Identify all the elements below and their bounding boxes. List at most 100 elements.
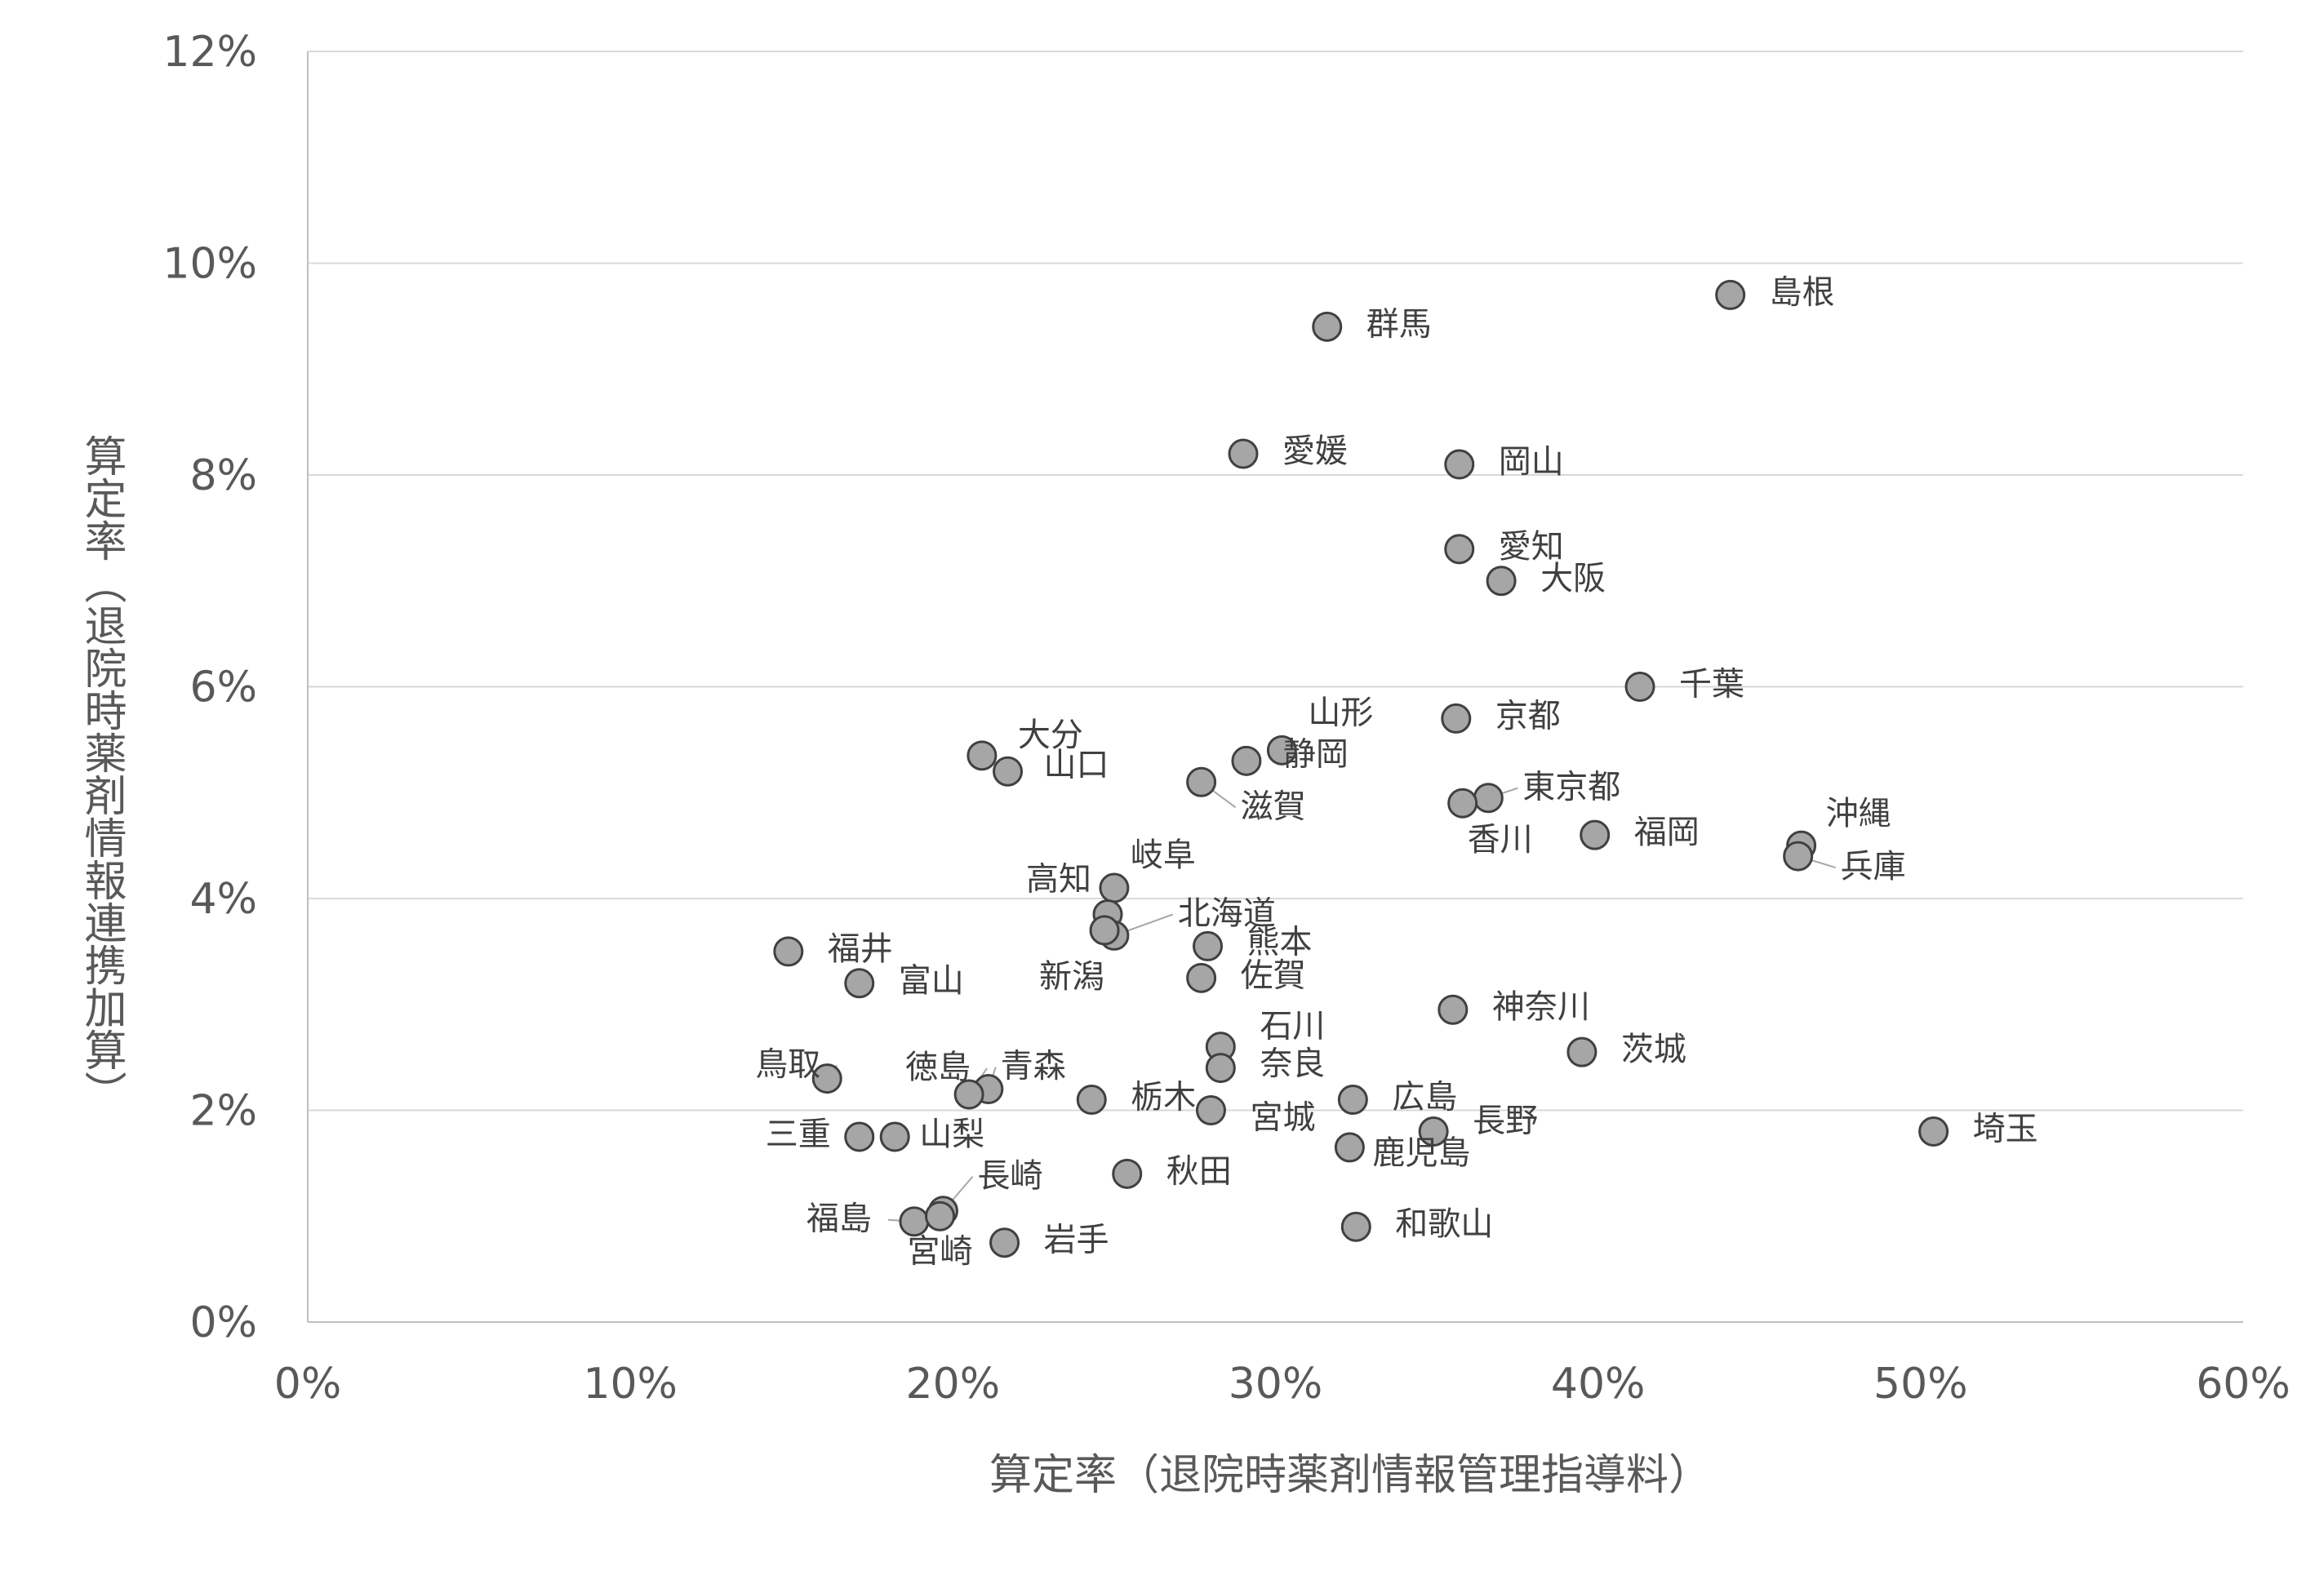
point-label: 茨城 [1621, 1031, 1686, 1068]
x-tick-labels: 0% 10% 20% 30% 40% 50% 60% [274, 1360, 2291, 1409]
scatter-point [1193, 930, 1224, 961]
point-label: 沖縄 [1826, 795, 1891, 832]
point-label: 山梨 [919, 1116, 984, 1153]
point-label: 宮崎 [908, 1232, 973, 1270]
point-label: 埼玉 [1973, 1110, 2038, 1147]
point-label: 富山 [899, 962, 964, 1000]
y-axis-title: 算定率（退院時薬剤情報連携加算） [77, 434, 126, 1113]
scatter-point [925, 1200, 956, 1232]
scatter-point [1444, 449, 1475, 480]
y-tick-label: 4% [190, 875, 258, 924]
scatter-point [1186, 766, 1217, 797]
point-label: 兵庫 [1841, 848, 1906, 885]
scatter-point [1195, 1095, 1226, 1125]
point-label: 奈良 [1260, 1045, 1325, 1083]
scatter-point [1076, 1085, 1107, 1116]
y-tick-label: 2% [190, 1087, 258, 1136]
point-label: 山形 [1308, 694, 1373, 731]
point-label: 岡山 [1499, 443, 1564, 481]
point-label: 石川 [1260, 1008, 1325, 1045]
point-label: 鳥取 [755, 1046, 820, 1084]
point-label: 秋田 [1166, 1152, 1232, 1190]
scatter-point [1447, 788, 1478, 819]
point-label: 神奈川 [1492, 988, 1590, 1026]
scatter-point [1418, 1116, 1449, 1147]
scatter-point [1228, 438, 1259, 469]
point-label: 栃木 [1131, 1079, 1196, 1116]
scatter-point [879, 1121, 910, 1152]
x-tick-label: 0% [274, 1360, 342, 1409]
point-label: 東京都 [1522, 769, 1620, 806]
scatter-point [1112, 1158, 1143, 1189]
scatter-point [1231, 745, 1262, 776]
x-tick-label: 40% [1551, 1360, 1646, 1409]
scatter-point [1334, 1132, 1365, 1163]
point-label: 千葉 [1679, 666, 1744, 703]
x-tick-label: 50% [1873, 1360, 1968, 1409]
x-tick-label: 30% [1229, 1360, 1323, 1409]
y-tick-label: 8% [190, 451, 258, 500]
point-label: 福島 [807, 1200, 872, 1238]
x-tick-label: 10% [583, 1360, 678, 1409]
scatter-point [773, 936, 804, 967]
scatter-point [1444, 534, 1475, 565]
scatter-point [899, 1206, 930, 1237]
y-tick-label: 10% [162, 240, 257, 289]
point-label: 群馬 [1366, 305, 1432, 343]
scatter-point [811, 1063, 842, 1094]
point-label: 広島 [1392, 1079, 1457, 1116]
point-label: 岐阜 [1131, 837, 1196, 874]
scatter-point [1205, 1053, 1236, 1084]
scatter-point [966, 740, 998, 771]
point-label: 北海道 [1178, 894, 1276, 932]
point-label: 青森 [1001, 1048, 1066, 1085]
point-label: 三重 [766, 1116, 831, 1153]
scatter-point [1441, 703, 1472, 734]
scatter-point [1580, 819, 1611, 850]
y-tick-label: 6% [190, 663, 258, 712]
scatter-point [844, 1121, 875, 1152]
data-points [773, 279, 1949, 1258]
point-label: 岩手 [1044, 1222, 1109, 1259]
point-label: 福井 [828, 930, 893, 968]
point-label: 新潟 [1039, 958, 1104, 996]
point-label: 香川 [1468, 821, 1533, 859]
scatter-point [1099, 872, 1130, 903]
point-label: 徳島 [905, 1049, 971, 1086]
point-label: 宮城 [1250, 1099, 1315, 1137]
scatter-point [953, 1079, 984, 1110]
scatter-point [1918, 1116, 1949, 1147]
point-label: 大分 [1018, 717, 1083, 754]
point-label: 愛媛 [1282, 433, 1348, 470]
scatter-point [1566, 1036, 1597, 1067]
axes [307, 51, 2243, 1323]
point-label: 佐賀 [1241, 956, 1306, 994]
point-label: 福岡 [1634, 814, 1700, 851]
point-label: 和歌山 [1395, 1205, 1493, 1243]
scatter-point [1186, 962, 1217, 993]
scatter-point [989, 1227, 1020, 1258]
point-label: 高知 [1026, 860, 1091, 898]
point-label: 長崎 [977, 1157, 1042, 1195]
point-label: 愛知 [1499, 528, 1564, 566]
scatter-point [844, 968, 875, 999]
scatter-point [1624, 672, 1655, 702]
scatter-point [1715, 279, 1746, 310]
point-label: 長野 [1473, 1102, 1538, 1139]
point-label: 島根 [1770, 273, 1835, 311]
point-label: 鹿児島 [1372, 1134, 1470, 1172]
scatter-point [1089, 915, 1120, 946]
point-label: 静岡 [1283, 735, 1349, 773]
point-label: 大阪 [1540, 560, 1606, 597]
point-label: 滋賀 [1241, 788, 1306, 825]
x-tick-label: 20% [906, 1360, 1001, 1409]
scatter-point [993, 756, 1024, 787]
scatter-point [1266, 734, 1297, 766]
y-tick-label: 12% [162, 28, 257, 77]
scatter-point [1783, 841, 1814, 872]
scatter-point [1473, 783, 1504, 814]
y-tick-labels: 0% 2% 4% 6% 8% 10% 12% [162, 28, 257, 1347]
y-tick-label: 0% [190, 1298, 258, 1347]
